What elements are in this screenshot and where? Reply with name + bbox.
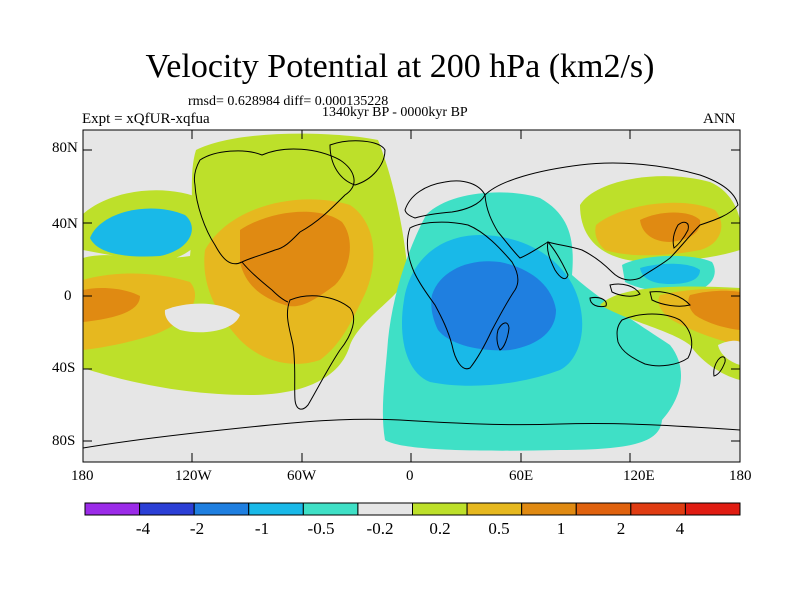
colorbar-swatch <box>139 502 195 516</box>
colorbar-swatch <box>248 502 304 516</box>
colorbar-label: 1 <box>556 519 566 538</box>
coast-india <box>547 240 569 280</box>
coast-madagascar <box>496 322 510 351</box>
contour-neg-africa-core <box>431 261 556 351</box>
colorbar-label: -1 <box>254 519 270 538</box>
coast-antarctica <box>83 418 740 449</box>
coast-africa <box>406 221 519 370</box>
colorbar-swatch <box>575 502 632 516</box>
x-label-60w: 60W <box>287 468 317 484</box>
period-label: 1340kyr BP - 0000kyr BP <box>322 105 468 120</box>
y-ticks <box>83 149 740 442</box>
colorbar-label: -4 <box>135 519 151 538</box>
stats-line: rmsd= 0.628984 diff= 0.000135228 <box>188 94 389 109</box>
coast-sumatra <box>589 297 607 308</box>
coast-central-america <box>241 261 289 303</box>
coast-north-america <box>193 148 355 265</box>
colorbar-swatch <box>466 502 523 516</box>
colorbar-label: 2 <box>616 519 626 538</box>
colorbar-swatch <box>521 502 577 516</box>
colorbar-swatch <box>412 502 468 516</box>
map-title: Velocity Potential at 200 hPa (km2/s) <box>145 48 655 85</box>
x-label-180w: 180 <box>71 468 94 484</box>
x-label-180e: 180 <box>729 468 752 484</box>
coast-borneo <box>609 283 641 297</box>
coast-europe <box>404 180 486 219</box>
colorbar-swatch <box>630 502 686 516</box>
coast-south-america <box>287 295 355 410</box>
y-label-80n: 80N <box>52 140 78 156</box>
experiment-label: Expt = xQfUR-xqfua <box>82 111 210 127</box>
contour-pos-maritime-core <box>688 290 740 330</box>
coast-greenland <box>329 140 386 186</box>
x-label-0: 0 <box>406 468 414 484</box>
colorbar-swatch <box>302 502 359 516</box>
contour-gap-dateline <box>718 340 740 365</box>
coast-new-zealand <box>713 356 726 377</box>
y-label-40n: 40N <box>52 216 78 232</box>
colorbar-label: -0.5 <box>307 519 335 538</box>
colorbar-label: 4 <box>675 519 685 538</box>
y-label-eq: 0 <box>64 288 72 304</box>
season-label: ANN <box>703 111 736 127</box>
contour-pos-eqpacific-darkorange <box>83 288 140 322</box>
colorbar <box>84 502 741 516</box>
colorbar-label: 0.5 <box>488 519 510 538</box>
y-label-80s: 80S <box>52 433 76 449</box>
coast-australia <box>616 313 693 367</box>
colorbar-swatch <box>684 502 741 516</box>
x-label-120e: 120E <box>623 468 655 484</box>
contour-gap-spacific <box>164 303 240 333</box>
coast-asia <box>484 162 739 281</box>
colorbar-label: -0.2 <box>366 519 394 538</box>
coast-new-guinea <box>649 291 691 307</box>
x-label-60e: 60E <box>509 468 534 484</box>
contour-field <box>83 130 740 462</box>
colorbar-label: 0.2 <box>429 519 451 538</box>
contour-pos-americas-core <box>240 211 350 307</box>
contour-neg-npacific-blue <box>90 208 192 257</box>
x-ticks <box>82 130 741 462</box>
colorbar-swatch <box>84 502 141 516</box>
colorbar-swatch <box>357 502 413 516</box>
colorbar-label: -2 <box>189 519 205 538</box>
coast-japan <box>672 221 689 249</box>
colorbar-swatch <box>193 502 250 516</box>
y-label-40s: 40S <box>52 360 76 376</box>
coastlines <box>83 140 740 449</box>
x-label-120w: 120W <box>175 468 212 484</box>
